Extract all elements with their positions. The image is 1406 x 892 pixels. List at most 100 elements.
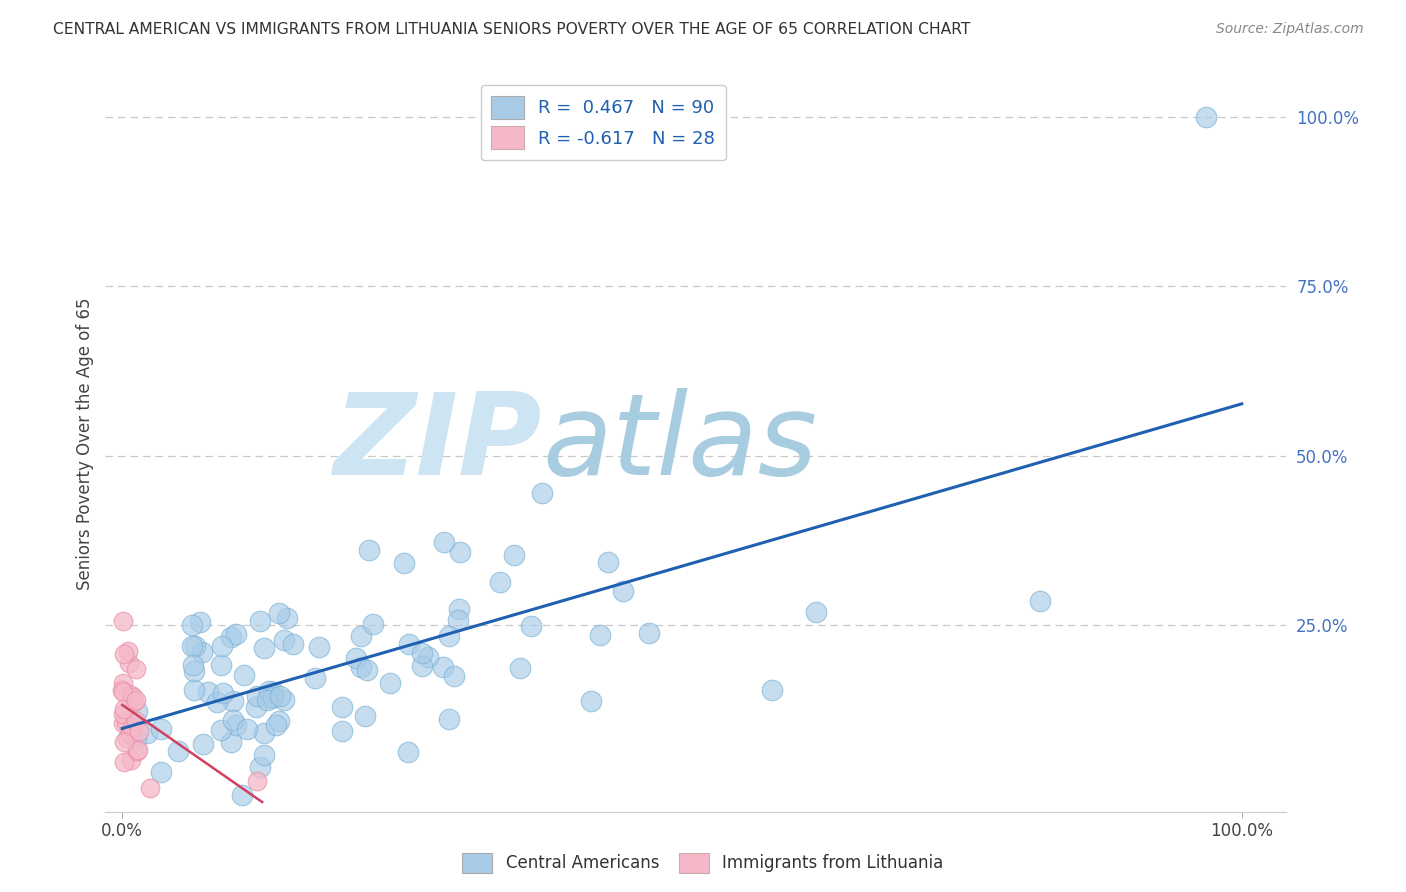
Point xyxy=(122,695,145,709)
Point xyxy=(127,742,149,756)
Point xyxy=(267,714,290,728)
Point xyxy=(111,706,134,721)
Point xyxy=(112,735,135,749)
Point xyxy=(344,651,367,665)
Point xyxy=(589,628,612,642)
Point xyxy=(128,724,150,739)
Legend: Central Americans, Immigrants from Lithuania: Central Americans, Immigrants from Lithu… xyxy=(456,847,950,880)
Point xyxy=(308,640,330,655)
Point xyxy=(437,629,460,643)
Point xyxy=(112,615,135,629)
Point xyxy=(449,545,471,559)
Point xyxy=(396,745,419,759)
Point xyxy=(117,643,139,657)
Point xyxy=(138,780,160,795)
Point xyxy=(449,601,471,615)
Point xyxy=(124,662,146,676)
Point xyxy=(197,684,219,698)
Point xyxy=(112,702,135,716)
Point xyxy=(211,639,233,653)
Point xyxy=(222,713,245,727)
Point xyxy=(183,664,205,678)
Point xyxy=(264,718,287,732)
Point xyxy=(212,685,235,699)
Point xyxy=(1195,110,1218,124)
Point xyxy=(111,716,134,731)
Point xyxy=(806,605,828,619)
Point xyxy=(262,690,284,704)
Point xyxy=(392,556,415,570)
Point xyxy=(125,693,148,707)
Point xyxy=(127,704,149,718)
Point xyxy=(637,626,659,640)
Point xyxy=(115,731,138,746)
Point xyxy=(283,637,305,651)
Point xyxy=(115,714,138,729)
Point xyxy=(273,632,295,647)
Point xyxy=(209,658,232,673)
Point xyxy=(269,689,291,703)
Point xyxy=(188,615,211,630)
Point xyxy=(225,718,247,732)
Point xyxy=(276,610,298,624)
Point xyxy=(233,668,256,682)
Point xyxy=(398,636,420,650)
Point xyxy=(411,658,433,673)
Point xyxy=(437,712,460,726)
Point xyxy=(149,765,172,780)
Point xyxy=(209,723,232,738)
Point xyxy=(219,735,242,749)
Point xyxy=(112,756,135,770)
Point xyxy=(120,727,142,741)
Point xyxy=(135,726,157,740)
Point xyxy=(418,650,440,665)
Point xyxy=(219,631,242,645)
Point xyxy=(125,731,148,746)
Point xyxy=(225,627,247,641)
Point xyxy=(183,657,205,672)
Point xyxy=(120,754,142,768)
Point xyxy=(253,641,276,656)
Point xyxy=(122,690,145,704)
Point xyxy=(260,690,283,705)
Point xyxy=(246,689,269,703)
Point xyxy=(330,723,353,738)
Point xyxy=(236,722,259,736)
Point xyxy=(598,555,620,569)
Point xyxy=(273,693,295,707)
Point xyxy=(253,726,276,740)
Point xyxy=(489,574,512,589)
Point xyxy=(259,684,281,698)
Point xyxy=(120,688,142,702)
Point xyxy=(167,744,190,758)
Point xyxy=(112,647,135,661)
Point xyxy=(761,682,783,697)
Point xyxy=(262,685,284,699)
Point xyxy=(411,646,433,660)
Point xyxy=(127,744,149,758)
Point xyxy=(124,714,146,729)
Point xyxy=(253,748,276,763)
Point xyxy=(181,618,204,632)
Point xyxy=(356,663,378,677)
Point xyxy=(112,676,135,690)
Point xyxy=(361,616,384,631)
Point xyxy=(183,683,205,698)
Point xyxy=(121,720,143,734)
Y-axis label: Seniors Poverty Over the Age of 65: Seniors Poverty Over the Age of 65 xyxy=(76,298,94,590)
Point xyxy=(249,759,271,773)
Point xyxy=(354,709,377,723)
Point xyxy=(111,685,134,699)
Text: ZIP: ZIP xyxy=(335,388,543,500)
Point xyxy=(380,675,402,690)
Point xyxy=(502,548,524,562)
Point xyxy=(184,639,207,653)
Point xyxy=(612,583,634,598)
Point xyxy=(245,774,267,789)
Point xyxy=(256,693,278,707)
Point xyxy=(432,660,454,674)
Text: Source: ZipAtlas.com: Source: ZipAtlas.com xyxy=(1216,22,1364,37)
Point xyxy=(267,606,290,620)
Point xyxy=(304,671,326,685)
Text: CENTRAL AMERICAN VS IMMIGRANTS FROM LITHUANIA SENIORS POVERTY OVER THE AGE OF 65: CENTRAL AMERICAN VS IMMIGRANTS FROM LITH… xyxy=(53,22,970,37)
